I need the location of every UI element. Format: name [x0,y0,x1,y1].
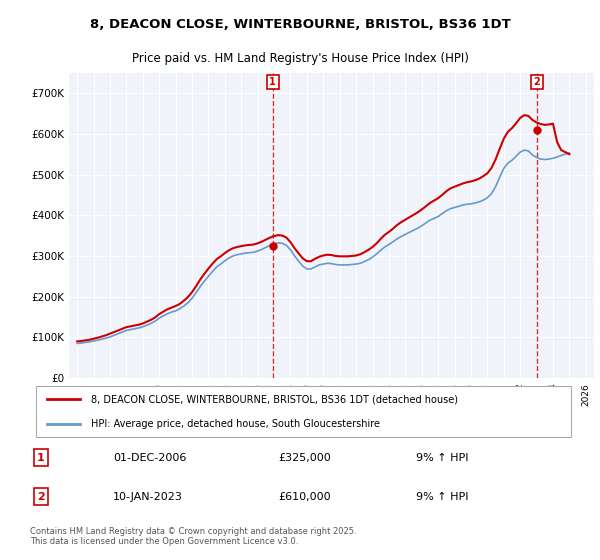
Text: 1: 1 [37,452,45,463]
Text: £325,000: £325,000 [278,452,331,463]
Text: HPI: Average price, detached house, South Gloucestershire: HPI: Average price, detached house, Sout… [91,419,380,429]
Text: 8, DEACON CLOSE, WINTERBOURNE, BRISTOL, BS36 1DT: 8, DEACON CLOSE, WINTERBOURNE, BRISTOL, … [89,18,511,31]
Text: 01-DEC-2006: 01-DEC-2006 [113,452,186,463]
Text: 1: 1 [269,77,276,87]
Text: £610,000: £610,000 [278,492,331,502]
Text: 9% ↑ HPI: 9% ↑ HPI [416,452,469,463]
Text: 10-JAN-2023: 10-JAN-2023 [113,492,182,502]
Text: 9% ↑ HPI: 9% ↑ HPI [416,492,469,502]
Text: Contains HM Land Registry data © Crown copyright and database right 2025.
This d: Contains HM Land Registry data © Crown c… [30,526,356,546]
FancyBboxPatch shape [35,386,571,437]
Text: 2: 2 [533,77,541,87]
Text: 8, DEACON CLOSE, WINTERBOURNE, BRISTOL, BS36 1DT (detached house): 8, DEACON CLOSE, WINTERBOURNE, BRISTOL, … [91,394,458,404]
Text: 2: 2 [37,492,45,502]
Text: Price paid vs. HM Land Registry's House Price Index (HPI): Price paid vs. HM Land Registry's House … [131,53,469,66]
